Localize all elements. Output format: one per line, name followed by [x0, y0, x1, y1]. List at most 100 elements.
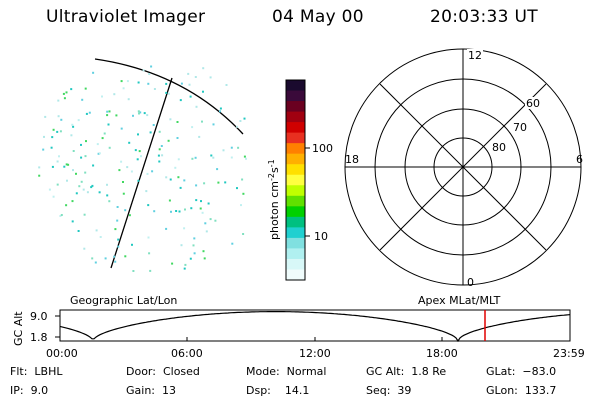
auroral-pixel	[203, 257, 206, 260]
auroral-pixel	[194, 76, 197, 78]
y-tick-label-1.8: 1.8	[30, 331, 48, 344]
auroral-pixel	[80, 143, 82, 146]
auroral-pixel	[57, 115, 60, 118]
auroral-pixel	[43, 135, 45, 138]
auroral-pixel	[80, 180, 83, 183]
auroral-pixel	[241, 178, 244, 181]
auroral-pixel	[183, 179, 186, 182]
auroral-pixel	[92, 71, 95, 74]
auroral-pixel	[116, 219, 119, 222]
auroral-pixel	[239, 120, 242, 122]
auroral-pixel	[107, 123, 110, 126]
auroral-pixel	[212, 123, 215, 126]
x-tick-label-1800: 18:00	[426, 347, 458, 360]
auroral-pixel	[106, 183, 108, 186]
auroral-pixel	[179, 186, 182, 189]
colorbar: 100 10 photon cm-2s-1	[267, 79, 333, 281]
auroral-pixel	[84, 87, 87, 90]
orbit-altitude-plot: Geographic Lat/Lon Apex MLat/MLT GC Alt …	[12, 294, 585, 360]
auroral-pixel	[191, 126, 194, 129]
auroral-pixel	[126, 80, 129, 83]
auroral-pixel	[104, 257, 107, 260]
auroral-pixel	[124, 209, 127, 212]
auroral-pixel	[219, 110, 221, 113]
auroral-pixel	[38, 166, 41, 169]
auroral-pixel	[148, 73, 151, 75]
auroral-pixel	[160, 145, 163, 147]
auroral-pixel	[203, 182, 206, 185]
polar-lat-label-80: 80	[492, 141, 506, 154]
auroral-pixel	[132, 270, 135, 272]
auroral-pixel	[83, 247, 86, 250]
auroral-pixel	[146, 172, 149, 175]
auroral-pixel	[152, 124, 155, 126]
mode-info: Mode: Normal	[246, 365, 327, 378]
glon-info: GLon: 133.7	[486, 384, 557, 397]
auroral-pixel	[122, 181, 124, 183]
auroral-pixel	[143, 112, 146, 115]
x-tick-label-0000: 00:00	[46, 347, 78, 360]
auroral-pixel	[176, 121, 179, 123]
colorbar-unit-label: photon cm-2s-1	[267, 159, 281, 240]
auroral-pixel	[168, 199, 171, 202]
auroral-pixel	[67, 163, 70, 166]
dsp-info: Dsp: 14.1	[246, 384, 310, 397]
auroral-pixel	[65, 204, 68, 207]
auroral-pixel	[82, 188, 85, 191]
polar-mlat-mlt-grid	[344, 48, 582, 286]
time-label: 20:03:33 UT	[430, 7, 538, 27]
auroral-pixel	[101, 95, 103, 98]
auroral-pixel	[80, 156, 83, 159]
auroral-pixel	[72, 150, 75, 152]
auroral-pixel	[118, 169, 121, 172]
auroral-pixel	[38, 174, 41, 177]
colorbar-band	[286, 269, 305, 281]
colorbar-band	[286, 248, 305, 260]
filter-info: Flt: LBHL	[10, 365, 63, 378]
auroral-pixel	[113, 93, 116, 96]
auroral-pixel	[149, 131, 152, 134]
auroral-pixel	[108, 146, 111, 149]
auroral-pixel	[130, 170, 133, 173]
auroral-pixel	[98, 152, 101, 155]
auroral-pixel	[153, 88, 156, 90]
auroral-pixel	[83, 213, 86, 216]
door-info: Door: Closed	[126, 365, 200, 378]
auroral-pixel	[72, 169, 74, 172]
colorbar-band	[286, 153, 305, 165]
colorbar-band	[286, 237, 305, 250]
auroral-pixel	[153, 210, 156, 213]
auroral-pixel	[165, 91, 168, 94]
colorbar-band	[286, 80, 305, 92]
colorbar-gradient	[286, 80, 305, 281]
auroral-pixel	[103, 132, 106, 135]
auroral-pixel	[70, 134, 73, 137]
auroral-pixel	[101, 137, 104, 140]
auroral-pixel	[191, 157, 194, 160]
auroral-pixel	[51, 165, 54, 168]
auroral-pixel	[142, 69, 145, 72]
auroral-pixel	[122, 192, 125, 195]
auroral-pixel	[177, 158, 180, 161]
auroral-pixel	[236, 125, 239, 128]
auroral-pixel	[165, 82, 168, 85]
auroral-pixel	[175, 210, 178, 212]
auroral-pixel	[147, 82, 150, 85]
auroral-pixel	[44, 115, 47, 118]
auroral-pixel	[84, 171, 87, 174]
auroral-pixel	[169, 178, 172, 181]
auroral-pixel	[242, 233, 245, 235]
colorbar-band	[286, 206, 305, 218]
auroral-pixel	[85, 140, 87, 143]
auroral-pixel	[184, 263, 187, 266]
auroral-pixel	[169, 118, 172, 121]
colorbar-band	[286, 174, 305, 186]
auroral-pixel	[78, 185, 81, 188]
auroral-pixel	[184, 208, 186, 211]
auroral-pixel	[195, 105, 198, 108]
auroral-pixel	[50, 146, 53, 149]
auroral-pixel	[71, 200, 74, 203]
colorbar-band	[286, 90, 305, 102]
terminator-line	[110, 77, 173, 269]
auroral-pixel	[236, 187, 238, 190]
